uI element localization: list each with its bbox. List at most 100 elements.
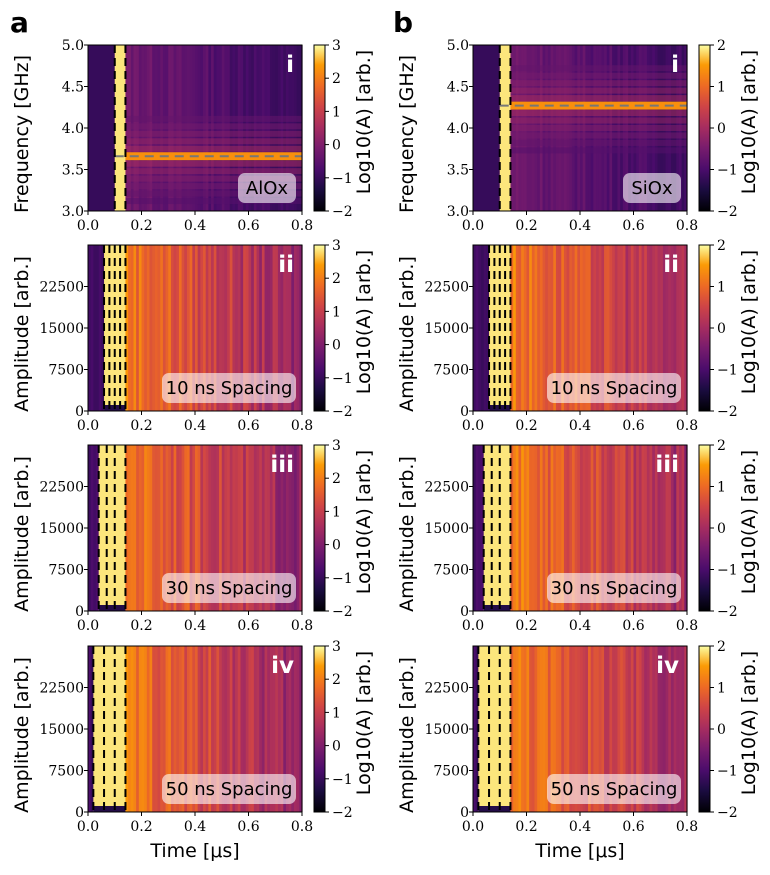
- heatmap-cell: [141, 245, 145, 411]
- heatmap-cell: [662, 646, 667, 812]
- heatmap-cell: [269, 445, 274, 611]
- heatmap-cell: [299, 245, 303, 411]
- heatmap-cell: [574, 245, 578, 411]
- x-tick-label: 0.8: [676, 418, 698, 434]
- heatmap-cell: [625, 646, 629, 812]
- colorbar-tick-label: −1: [717, 163, 738, 179]
- heatmap-strip: [483, 605, 511, 611]
- heatmap-cell: [176, 646, 180, 812]
- y-tick-label: 7500: [433, 764, 469, 780]
- heatmap-cell: [259, 646, 263, 812]
- heatmap-cell: [596, 646, 600, 812]
- heatmap-cell: [676, 445, 680, 611]
- heatmap-cell: [109, 445, 113, 611]
- heatmap-cell: [101, 646, 105, 812]
- heatmap-cell: [173, 245, 177, 411]
- heatmap-cell: [638, 646, 643, 812]
- colorbar-tick-label: 2: [717, 38, 726, 54]
- heatmap-cell: [235, 646, 239, 812]
- heatmap-cell: [609, 646, 613, 812]
- heatmap-cell: [264, 245, 268, 411]
- heatmap-cell: [604, 245, 608, 411]
- heatmap-cell: [617, 445, 621, 611]
- colorbar-tick-label: −2: [717, 404, 738, 420]
- heatmap-cell: [197, 245, 201, 411]
- heatmap-cell: [646, 646, 651, 812]
- heatmap-cell: [173, 445, 177, 611]
- x-tick-label: 0.0: [462, 418, 484, 434]
- heatmap-cell: [636, 646, 640, 812]
- heatmap-cell: [93, 45, 97, 211]
- heatmap-cell: [521, 646, 525, 812]
- heatmap-cell: [117, 245, 121, 411]
- heatmap-cell: [505, 445, 509, 611]
- heatmap-cell: [197, 646, 201, 812]
- heatmap-cell: [523, 646, 528, 812]
- heatmap-cell: [291, 646, 295, 812]
- heatmap-cell: [288, 445, 292, 611]
- heatmap-cell: [245, 445, 250, 611]
- colorbar-tick-label: 2: [332, 672, 341, 688]
- heatmap-cell: [537, 245, 541, 411]
- heatmap-cell: [483, 245, 487, 411]
- heatmap-cell: [561, 445, 565, 611]
- heatmap-cell: [625, 245, 629, 411]
- heatmap-cell: [181, 245, 185, 411]
- heatmap-cell: [580, 445, 584, 611]
- x-tick-label: 0.6: [237, 618, 259, 634]
- heatmap-cell: [283, 445, 287, 611]
- heatmap-cell: [569, 646, 573, 812]
- heatmap-cell: [88, 646, 92, 812]
- heatmap-cell: [499, 245, 504, 411]
- colorbar-tick-label: −1: [717, 363, 738, 379]
- colorbar-tick-label: 2: [332, 471, 341, 487]
- colorbar: [698, 244, 711, 412]
- heatmap-cell: [681, 646, 685, 812]
- heatmap-cell: [558, 445, 562, 611]
- colorbar-tick-label: 1: [717, 681, 726, 697]
- heatmap-cell: [267, 245, 271, 411]
- heatmap-cell: [582, 646, 586, 812]
- x-tick-label: 0.8: [291, 218, 313, 234]
- heatmap-cell: [90, 445, 94, 611]
- heatmap-cell: [149, 646, 153, 812]
- heatmap-cell: [491, 45, 495, 211]
- y-tick-label: 0: [460, 404, 469, 420]
- x-tick-label: 0.2: [515, 218, 537, 234]
- heatmap-cell: [221, 445, 226, 611]
- heatmap-cell: [245, 646, 250, 812]
- heatmap-cell: [491, 445, 495, 611]
- heatmap-cell: [604, 646, 608, 812]
- heatmap-cell: [612, 245, 616, 411]
- heatmap-cell: [526, 646, 530, 812]
- heatmap-cell: [293, 245, 298, 411]
- y-tick-label: 0: [75, 604, 84, 620]
- heatmap-cell: [537, 646, 541, 812]
- heatmap-cell: [211, 245, 215, 411]
- heatmap-band: [125, 123, 302, 130]
- colorbar-tick-label: 1: [332, 304, 341, 320]
- annotation-label: AlOx: [246, 178, 288, 199]
- heatmap-cell: [138, 646, 143, 812]
- y-axis-label: Amplitude [arb.]: [396, 456, 418, 612]
- heatmap-cell: [652, 445, 656, 611]
- heatmap-cell: [104, 646, 108, 812]
- panel-b-iv: 0.0 0.2 0.4 0.6 0.8 0 7500 15000 22500 Amplitude …: [396, 639, 760, 862]
- y-tick-label: 7500: [433, 363, 469, 379]
- heatmap-cell: [229, 245, 234, 411]
- heatmap-cell: [112, 245, 116, 411]
- heatmap-cell: [569, 445, 573, 611]
- x-tick-label: 0.2: [515, 819, 537, 835]
- heatmap-cell: [141, 646, 145, 812]
- heatmap-cell: [280, 245, 284, 411]
- heatmap-cell: [117, 445, 121, 611]
- heatmap-cell: [299, 646, 303, 812]
- heatmap-cell: [502, 445, 506, 611]
- heatmap-cell: [285, 245, 290, 411]
- heatmap-cell: [272, 646, 276, 812]
- panel-b-ii: 0.0 0.2 0.4 0.6 0.8 0 7500 15000 22500 Amplitude …: [396, 238, 760, 434]
- heatmap-cell: [550, 646, 554, 812]
- heatmap-cell: [128, 245, 132, 411]
- heatmap-cell: [186, 646, 191, 812]
- heatmap-cell: [243, 646, 247, 812]
